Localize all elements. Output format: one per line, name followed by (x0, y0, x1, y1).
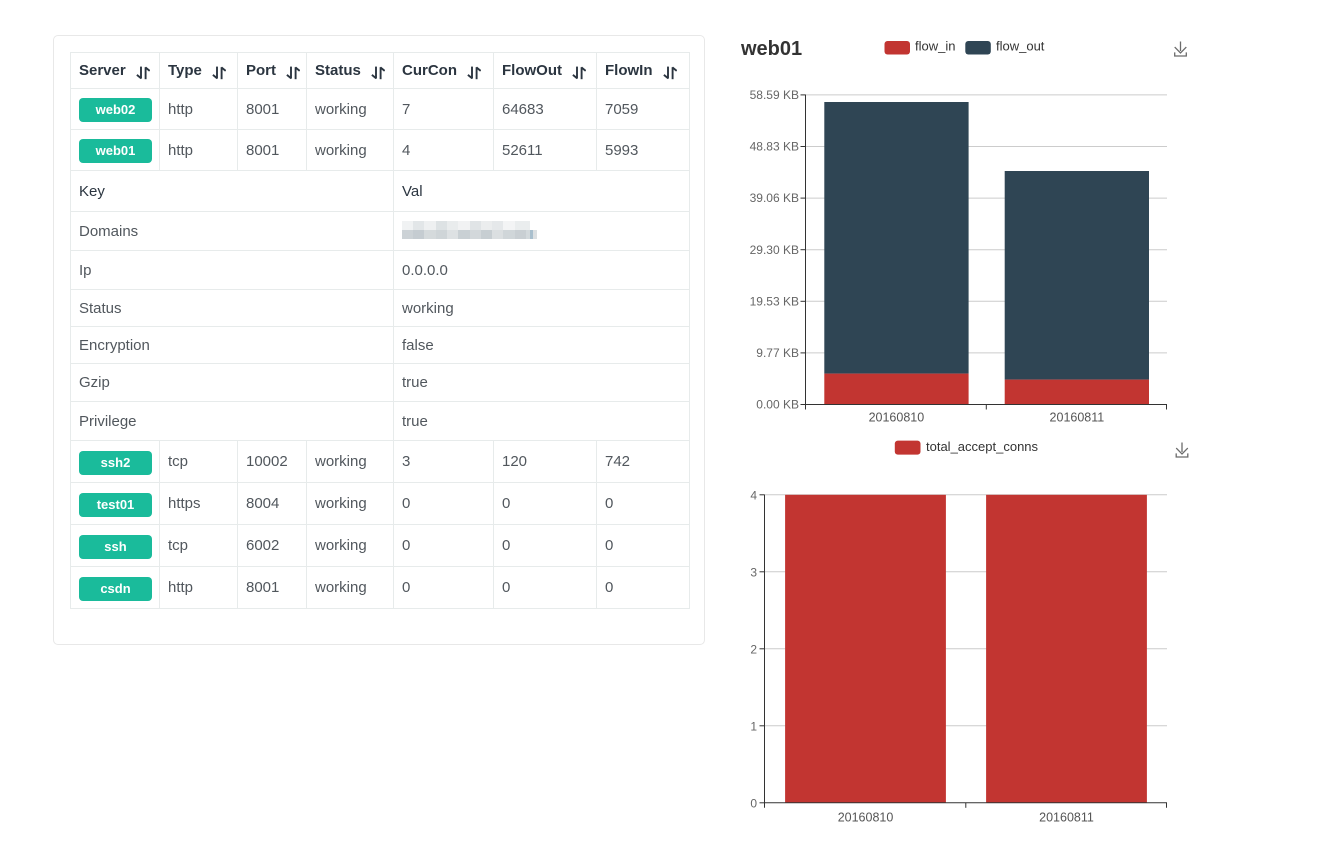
svg-text:20160811: 20160811 (1050, 411, 1105, 425)
svg-text:flow_out: flow_out (996, 39, 1045, 54)
svg-text:3: 3 (750, 565, 757, 579)
svg-text:20160810: 20160810 (838, 811, 894, 825)
svg-text:4: 4 (750, 488, 757, 502)
svg-text:2: 2 (750, 642, 757, 656)
svg-text:20160811: 20160811 (1039, 811, 1094, 825)
svg-text:39.06 KB: 39.06 KB (750, 191, 799, 205)
svg-text:48.83 KB: 48.83 KB (750, 140, 799, 154)
svg-text:web01: web01 (740, 38, 802, 60)
svg-text:20160810: 20160810 (869, 411, 925, 425)
svg-text:flow_in: flow_in (915, 39, 955, 54)
svg-text:19.53 KB: 19.53 KB (750, 294, 799, 308)
svg-text:1: 1 (750, 719, 757, 733)
svg-text:0: 0 (750, 796, 757, 810)
svg-text:58.59 KB: 58.59 KB (750, 88, 799, 102)
svg-text:9.77 KB: 9.77 KB (756, 346, 799, 360)
svg-text:29.30 KB: 29.30 KB (750, 243, 799, 257)
svg-text:0.00 KB: 0.00 KB (756, 398, 799, 412)
svg-text:total_accept_conns: total_accept_conns (926, 439, 1039, 454)
